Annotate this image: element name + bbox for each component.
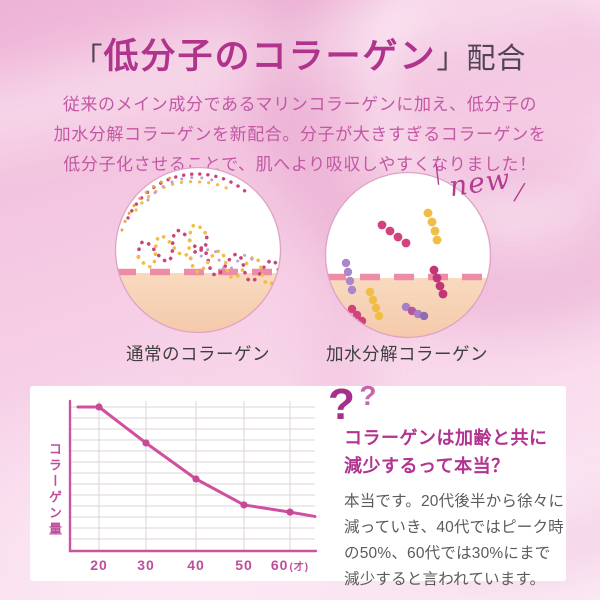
- bead-chain: [365, 287, 384, 321]
- qa-block: ? ? コラーゲンは加齢と共に 減少するって本当？ 本当です。20代後半から徐々…: [328, 380, 566, 593]
- chart-y-axis-label: コラーゲン量: [47, 442, 62, 538]
- collagen-age-chart: 20 30 40 50 60(才): [68, 399, 318, 573]
- question-mark-icon: ?: [359, 380, 377, 411]
- intro-line: 従来のメイン成分であるマリンコラーゲンに加え、低分子の: [62, 95, 538, 114]
- intro-line: 加水分解コラーゲンを新配合。分子が大きすぎるコラーゲンを: [53, 125, 547, 144]
- hydrolyzed-collagen-diagram: [324, 171, 492, 339]
- bead-chain: [377, 220, 411, 248]
- answer-line: 本当です。20代後半から徐々に: [344, 493, 565, 510]
- answer-text: 本当です。20代後半から徐々に 減っていき、40代ではピーク時 の50%、60代…: [344, 489, 566, 593]
- svg-text:60(才): 60(才): [271, 557, 309, 573]
- page-title: 「低分子のコラーゲン」配合: [0, 28, 600, 79]
- svg-text:40: 40: [187, 557, 205, 573]
- answer-line: 減っていき、40代ではピーク時: [344, 519, 564, 536]
- hydrolyzed-collagen-label: 加水分解コラーゲン: [326, 344, 488, 364]
- info-card: コラーゲン量 20 30 40 50 60(才) ? ? コラーゲンは加齢と共に 減少す…: [30, 380, 566, 588]
- normal-collagen-label: 通常のコラーゲン: [126, 344, 270, 364]
- bead-chain: [401, 302, 429, 321]
- question-marks: ? ?: [328, 380, 566, 429]
- bead-chain: [423, 208, 442, 245]
- answer-line: の50%、60代では30%にまで: [344, 545, 551, 562]
- answer-line: 減少すると言われています。: [344, 571, 546, 588]
- bead-chain: [347, 304, 367, 326]
- title-bracket-open: 「: [73, 43, 104, 75]
- hydrolyzed-collagen-illustration: [324, 171, 492, 339]
- question-line: 減少するって本当？: [344, 456, 510, 476]
- svg-text:20: 20: [90, 557, 108, 573]
- svg-text:30: 30: [137, 557, 155, 573]
- normal-collagen-diagram: [114, 166, 282, 334]
- normal-collagen-illustration: [114, 166, 282, 334]
- title-main: 低分子のコラーゲン: [103, 37, 437, 76]
- question-text: コラーゲンは加齢と共に 減少するって本当？: [344, 424, 566, 480]
- svg-text:50: 50: [235, 557, 253, 573]
- bead-chain: [429, 265, 448, 299]
- new-badge-slash-right: /: [511, 175, 527, 210]
- question-mark-icon: ?: [328, 380, 355, 429]
- title-bracket-close: 」: [436, 43, 467, 75]
- bead-chain: [341, 258, 357, 295]
- question-line: コラーゲンは加齢と共に: [344, 428, 548, 448]
- intro-paragraph: 従来のメイン成分であるマリンコラーゲンに加え、低分子の 加水分解コラーゲンを新配…: [0, 90, 600, 180]
- intro-line: 低分子化させることで、肌へより吸収しやすくなりました！: [63, 155, 537, 174]
- title-suffix: 配合: [466, 43, 527, 75]
